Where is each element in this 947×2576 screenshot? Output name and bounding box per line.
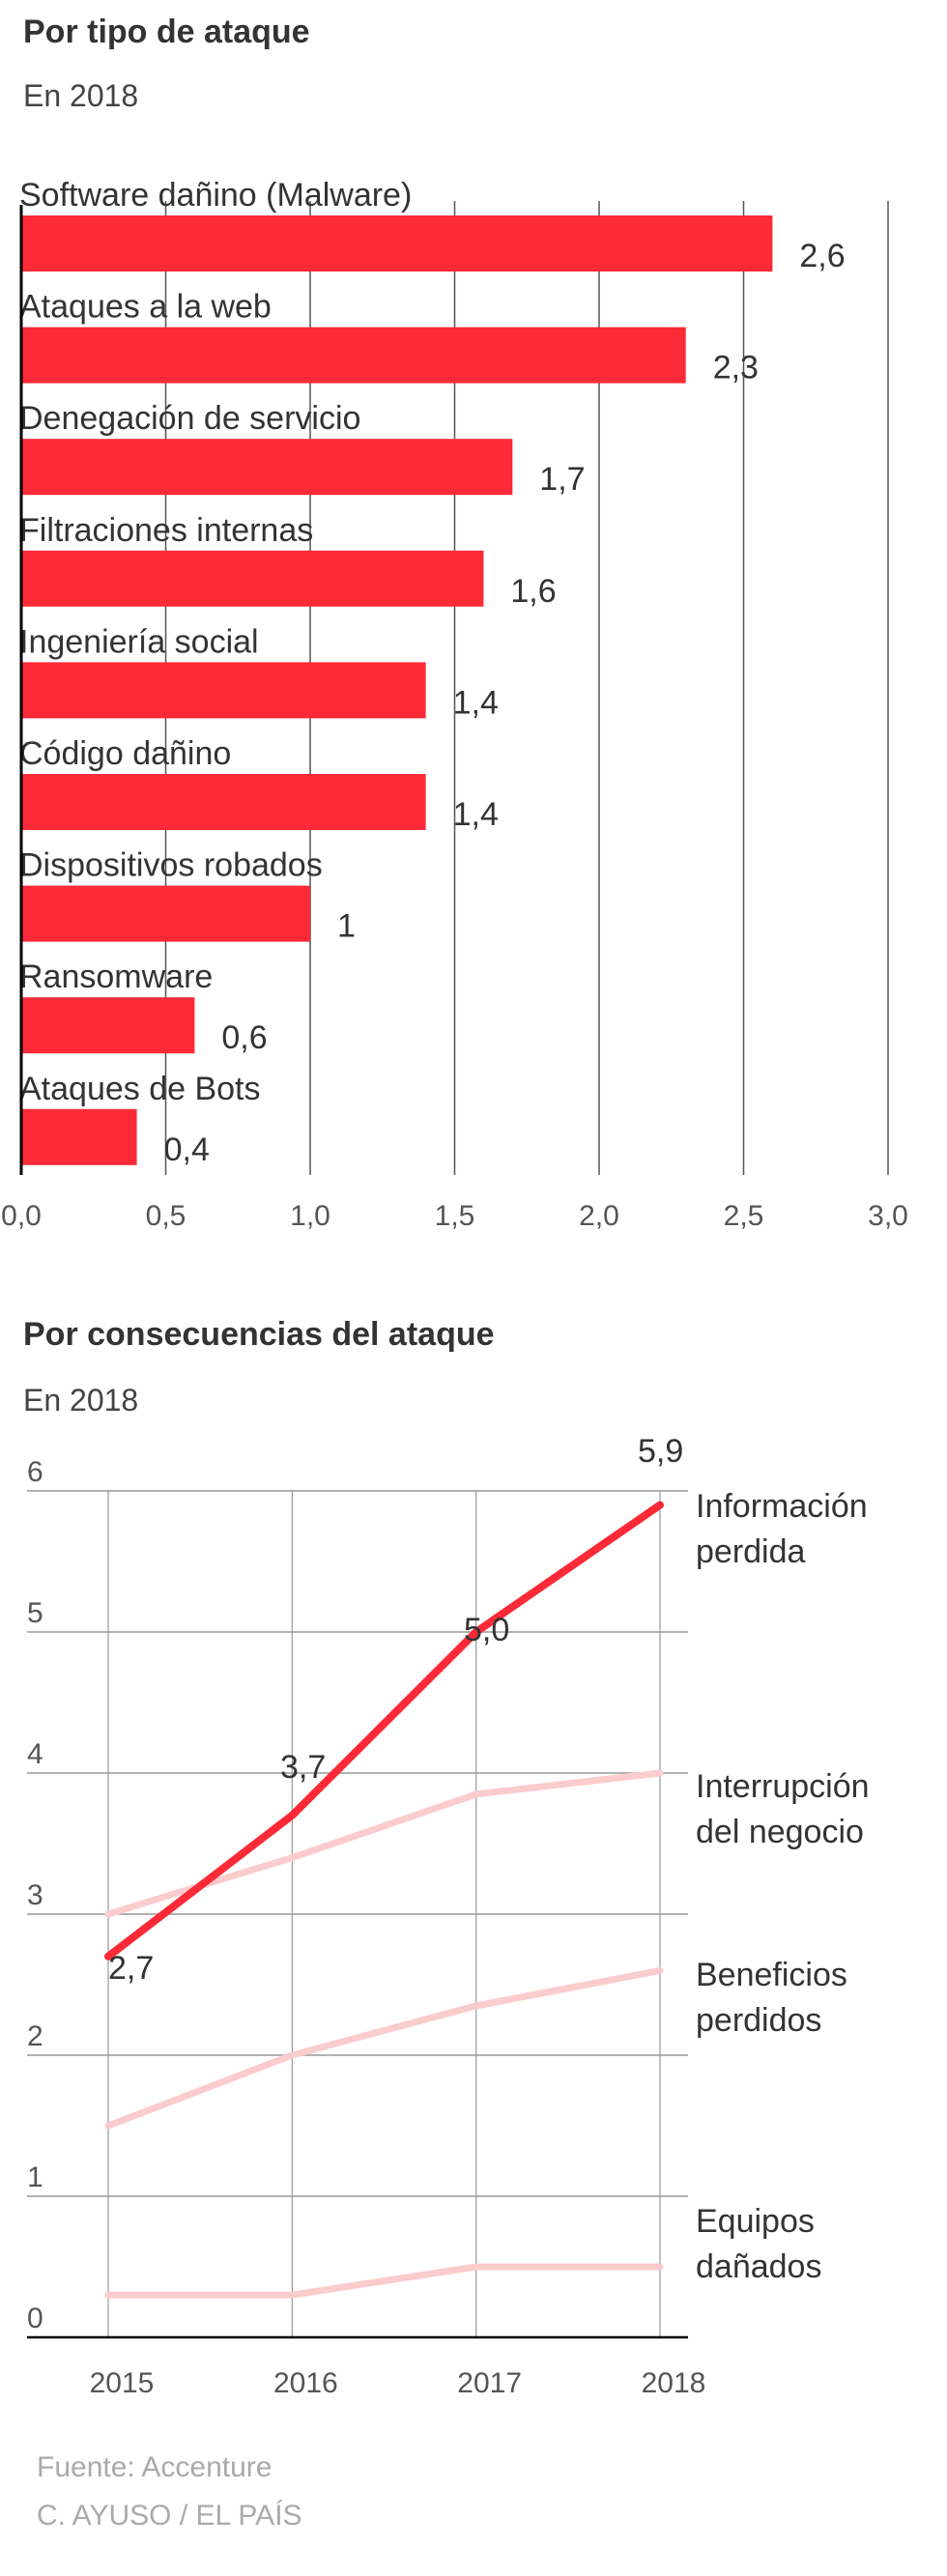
x-tick-label: 2015	[90, 2367, 155, 2399]
value-label: 0,4	[164, 1131, 210, 1168]
value-label: 1,4	[453, 796, 499, 833]
value-label: 1	[337, 908, 356, 945]
x-tick-label: 2016	[273, 2367, 338, 2399]
series-label: Información	[696, 1488, 868, 1525]
bar	[21, 1108, 137, 1165]
x-tick-label: 2,0	[579, 1200, 619, 1232]
y-tick-label: 3	[27, 1879, 43, 1911]
bar-chart-subtitle: En 2018	[23, 78, 138, 113]
series-label: Interrupción	[696, 1768, 870, 1805]
data-label: 5,9	[638, 1433, 683, 1470]
series-line	[104, 1501, 664, 1961]
y-tick-label: 6	[27, 1456, 43, 1488]
bar-chart: 0,0 0,5 1,0 1,5 2,0 2,5 3,0 Software dañino (Ma…	[1, 177, 908, 1232]
category-label: Ataques a la web	[19, 289, 272, 326]
y-tick-label: 4	[27, 1738, 43, 1770]
bar	[21, 997, 195, 1054]
category-label: Ingeniería social	[19, 623, 259, 660]
line-chart-title: Por consecuencias del ataque	[23, 1316, 495, 1353]
value-label: 1,7	[539, 461, 585, 498]
value-label: 1,6	[510, 573, 556, 610]
source-note: Fuente: Accenture	[37, 2451, 273, 2483]
series-label: perdida	[696, 1533, 806, 1570]
series-label: dañados	[696, 2248, 821, 2285]
category-label: Software dañino (Malware)	[19, 177, 412, 214]
line-chart: 0 1 2 3 4 5 6 2015 2016 2017 2018 Interrupción del n…	[27, 1433, 870, 2399]
category-label: Denegación de servicio	[19, 400, 360, 437]
x-tick-label: 0,0	[1, 1200, 42, 1232]
category-label: Dispositivos robados	[19, 847, 323, 884]
series-label: Equipos	[696, 2203, 815, 2240]
x-tick-label: 1,0	[290, 1200, 330, 1232]
x-tick-label: 2018	[642, 2367, 706, 2399]
y-tick-label: 5	[27, 1597, 43, 1629]
bar	[21, 885, 310, 942]
data-label: 2,7	[108, 1950, 154, 1987]
series-label: del negocio	[696, 1814, 864, 1850]
category-label: Ransomware	[19, 959, 213, 995]
x-tick-label: 0,5	[146, 1200, 187, 1232]
category-label: Ataques de Bots	[19, 1071, 261, 1107]
x-tick-label: 2017	[457, 2367, 522, 2399]
x-tick-label: 3,0	[868, 1200, 908, 1232]
value-label: 1,4	[453, 684, 499, 721]
bar	[21, 215, 773, 272]
data-label: 3,7	[280, 1749, 326, 1786]
x-tick-label: 1,5	[435, 1200, 475, 1232]
category-label: Filtraciones internas	[19, 512, 313, 549]
bar	[21, 662, 426, 719]
line-chart-subtitle: En 2018	[23, 1383, 138, 1417]
y-tick-label: 0	[27, 2303, 43, 2334]
value-label: 0,6	[221, 1019, 267, 1056]
y-tick-label: 1	[27, 2161, 43, 2193]
series-line	[104, 2263, 664, 2299]
data-label: 5,0	[464, 1612, 509, 1648]
category-label: Código dañino	[19, 735, 231, 772]
series-line	[104, 1966, 664, 2130]
y-tick-label: 2	[27, 2020, 43, 2052]
value-label: 2,3	[713, 350, 759, 386]
bar	[21, 774, 426, 830]
bar	[21, 439, 513, 496]
x-tick-label: 2,5	[724, 1200, 764, 1232]
bar	[21, 550, 484, 607]
bar	[21, 327, 686, 384]
series-label: Beneficios	[696, 1957, 847, 1993]
series-label: perdidos	[696, 2002, 821, 2039]
value-label: 2,6	[799, 238, 845, 274]
credit-note: C. AYUSO / EL PAÍS	[37, 2500, 302, 2532]
bar-chart-title: Por tipo de ataque	[23, 14, 310, 50]
